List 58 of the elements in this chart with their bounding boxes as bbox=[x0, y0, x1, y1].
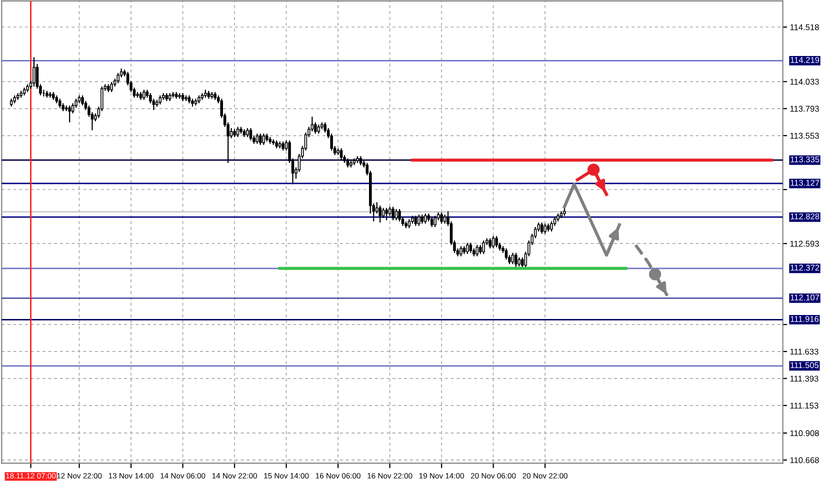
candlestick bbox=[32, 56, 36, 87]
candlestick bbox=[492, 235, 495, 249]
line-series bbox=[562, 182, 621, 257]
candlestick bbox=[504, 248, 508, 260]
candlestick bbox=[414, 215, 418, 226]
candlestick bbox=[340, 148, 343, 160]
candlestick bbox=[430, 216, 434, 228]
candlestick bbox=[81, 94, 84, 106]
line-series bbox=[634, 243, 670, 298]
y-tick-label: 111.153 bbox=[790, 402, 818, 409]
candlestick bbox=[469, 242, 472, 254]
ref-line-label: 113.335 bbox=[790, 156, 820, 162]
candlestick bbox=[482, 240, 485, 255]
ref-line-label: 111.916 bbox=[790, 316, 819, 322]
candlestick bbox=[382, 207, 385, 219]
y-tick-label: 111.393 bbox=[790, 376, 818, 382]
candlestick bbox=[375, 202, 378, 214]
candlestick bbox=[511, 252, 514, 265]
candlestick bbox=[398, 208, 401, 222]
candlestick bbox=[434, 215, 436, 228]
candlestick bbox=[540, 222, 544, 234]
candlestick bbox=[256, 133, 259, 144]
y-tick-label: 113.553 bbox=[790, 132, 819, 139]
ref-line-label: 113.127 bbox=[790, 180, 820, 186]
candlestick bbox=[476, 244, 479, 257]
candlestick bbox=[495, 235, 498, 248]
candlestick bbox=[488, 238, 492, 249]
candlestick bbox=[230, 127, 233, 139]
ref-line-label: 114.219 bbox=[790, 57, 820, 63]
y-tick-label: 112.593 bbox=[790, 240, 819, 247]
y-tick-label: 111.633 bbox=[790, 348, 818, 355]
candlestick bbox=[259, 133, 262, 146]
candlestick bbox=[110, 81, 114, 93]
ref-line-label: 112.372 bbox=[790, 264, 820, 271]
candlestick bbox=[249, 127, 252, 141]
candlestick bbox=[378, 205, 382, 224]
ref-line-label: 111.505 bbox=[790, 362, 819, 368]
candlestick bbox=[544, 223, 546, 234]
candlestick bbox=[424, 212, 427, 224]
candlestick bbox=[550, 220, 553, 232]
ref-line-label: 112.828 bbox=[790, 213, 820, 220]
y-tick-label: 114.518 bbox=[790, 24, 819, 30]
y-tick-label: 110.908 bbox=[790, 430, 819, 436]
candlestick bbox=[385, 207, 388, 221]
y-tick-label: 113.793 bbox=[790, 106, 819, 112]
candlestick bbox=[394, 208, 398, 221]
candlestick bbox=[68, 105, 71, 123]
ref-line-label: 112.107 bbox=[790, 294, 820, 300]
candlestick bbox=[466, 242, 469, 255]
candlestick bbox=[142, 89, 146, 100]
candlestick bbox=[418, 214, 420, 226]
y-tick-label: 114.033 bbox=[790, 78, 819, 85]
candlestick bbox=[262, 133, 266, 146]
candlestick bbox=[460, 246, 462, 257]
candlestick bbox=[440, 212, 443, 224]
candlestick bbox=[392, 206, 394, 221]
y-tick-label: 110.668 bbox=[790, 457, 819, 464]
candlestick bbox=[116, 72, 120, 84]
